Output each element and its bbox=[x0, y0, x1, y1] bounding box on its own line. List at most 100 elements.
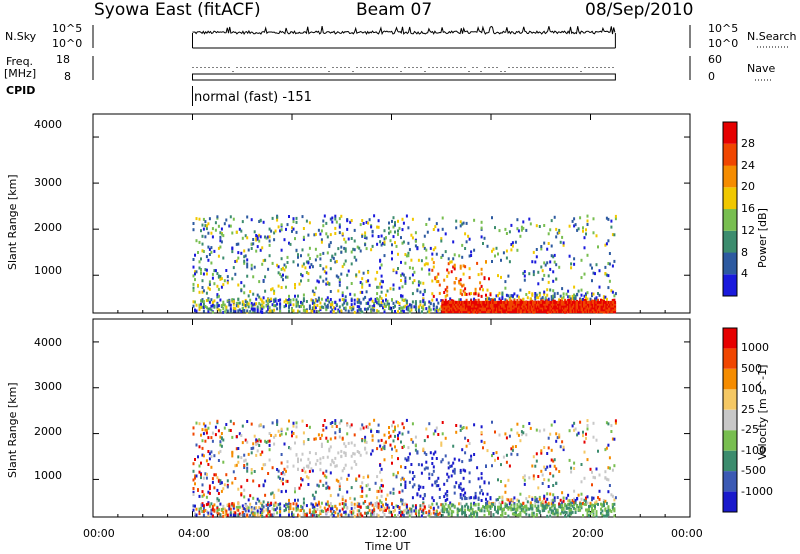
power-cell bbox=[301, 301, 304, 305]
power-cell bbox=[482, 288, 484, 292]
velocity-cell bbox=[550, 502, 553, 506]
velocity-cell bbox=[425, 466, 428, 470]
power-cell bbox=[273, 308, 276, 312]
power-cell bbox=[579, 306, 582, 310]
velocity-cell bbox=[414, 509, 417, 513]
power-cell bbox=[510, 223, 513, 227]
velocity-cell bbox=[255, 453, 258, 457]
velocity-cell bbox=[458, 508, 461, 512]
velocity-cell bbox=[586, 513, 589, 517]
power-cell bbox=[486, 244, 489, 248]
power-cell bbox=[219, 245, 222, 249]
power-cell bbox=[379, 295, 382, 299]
velocity-cell bbox=[283, 509, 286, 513]
velocity-cell bbox=[408, 480, 411, 484]
power-cell bbox=[523, 274, 526, 278]
velocity-cell bbox=[205, 472, 208, 476]
power-cell bbox=[232, 298, 235, 302]
power-cell bbox=[606, 310, 609, 314]
power-cell bbox=[573, 300, 576, 304]
power-cell bbox=[285, 227, 287, 231]
power-cell bbox=[361, 277, 364, 281]
power-cell bbox=[464, 232, 467, 236]
nsearch-label: N.Search bbox=[747, 30, 797, 43]
power-cell bbox=[582, 226, 584, 230]
power-cell bbox=[512, 304, 515, 308]
velocity-cell bbox=[356, 509, 359, 513]
velocity-cell bbox=[282, 477, 284, 481]
power-cell bbox=[247, 302, 250, 306]
velocity-cell bbox=[458, 502, 461, 506]
power-cell bbox=[504, 298, 507, 302]
velocity-cell bbox=[585, 498, 587, 502]
velocity-cell bbox=[217, 492, 220, 495]
nave-point bbox=[576, 67, 578, 68]
velocity-cell bbox=[595, 467, 598, 471]
velocity-cell bbox=[404, 466, 407, 469]
power-cell bbox=[467, 300, 470, 304]
power-cell bbox=[222, 303, 225, 307]
power-cell bbox=[371, 229, 374, 233]
power-cell bbox=[346, 286, 349, 290]
power-cell bbox=[302, 308, 305, 312]
power-cell bbox=[535, 306, 538, 310]
power-cell bbox=[404, 279, 407, 283]
power-cell bbox=[447, 306, 450, 310]
power-cell bbox=[534, 260, 537, 264]
velocity-cell bbox=[543, 428, 546, 432]
velocity-cell bbox=[250, 508, 253, 512]
velocity-cell bbox=[286, 479, 289, 483]
power-cell bbox=[194, 300, 196, 304]
power-cell bbox=[311, 265, 314, 269]
power-cell bbox=[489, 306, 492, 310]
velocity-cell bbox=[459, 428, 462, 432]
velocity-cell bbox=[201, 509, 204, 513]
power-cell bbox=[401, 306, 404, 310]
velocity-cell bbox=[519, 510, 522, 514]
velocity-cell bbox=[432, 506, 435, 510]
power-cell bbox=[231, 250, 234, 254]
power-cell bbox=[570, 297, 573, 301]
power-colorbar-tick: 28 bbox=[741, 137, 755, 150]
velocity-colorbar-segment bbox=[723, 409, 737, 431]
velocity-cell bbox=[480, 439, 483, 443]
power-cell bbox=[467, 310, 470, 314]
velocity-cell bbox=[573, 489, 576, 493]
velocity-cell bbox=[232, 470, 235, 474]
velocity-cell bbox=[570, 466, 573, 470]
velocity-cell bbox=[244, 508, 247, 512]
power-cell bbox=[575, 300, 578, 304]
power-cell bbox=[462, 272, 465, 276]
power-cell bbox=[498, 291, 501, 295]
velocity-cell bbox=[222, 507, 225, 511]
power-cell bbox=[392, 287, 395, 291]
velocity-cell bbox=[267, 439, 270, 443]
power-cell bbox=[551, 304, 554, 308]
velocity-cell bbox=[294, 487, 296, 491]
power-cell bbox=[583, 306, 585, 310]
power-cell bbox=[513, 299, 516, 303]
velocity-cell bbox=[470, 458, 473, 462]
power-cell bbox=[606, 304, 609, 308]
power-cell bbox=[560, 300, 563, 304]
nave-point bbox=[232, 71, 234, 72]
velocity-cell bbox=[601, 513, 604, 517]
velocity-cell bbox=[229, 419, 232, 423]
velocity-cell bbox=[358, 504, 361, 508]
power-cell bbox=[377, 285, 380, 289]
nave-point bbox=[416, 67, 418, 68]
velocity-cell bbox=[305, 475, 308, 479]
power-cell bbox=[553, 304, 556, 308]
velocity-cell bbox=[253, 511, 256, 515]
power-cell bbox=[504, 306, 507, 310]
velocity-cell bbox=[359, 485, 362, 489]
power-cell bbox=[600, 300, 603, 304]
power-cell bbox=[456, 308, 459, 312]
velocity-cell bbox=[379, 499, 382, 503]
power-cell bbox=[504, 227, 507, 231]
power-cell bbox=[482, 310, 485, 314]
velocity-cell bbox=[229, 429, 232, 432]
power-cell bbox=[581, 306, 584, 310]
velocity-colorbar-tick: -1000 bbox=[741, 485, 773, 498]
power-cell bbox=[555, 306, 558, 310]
